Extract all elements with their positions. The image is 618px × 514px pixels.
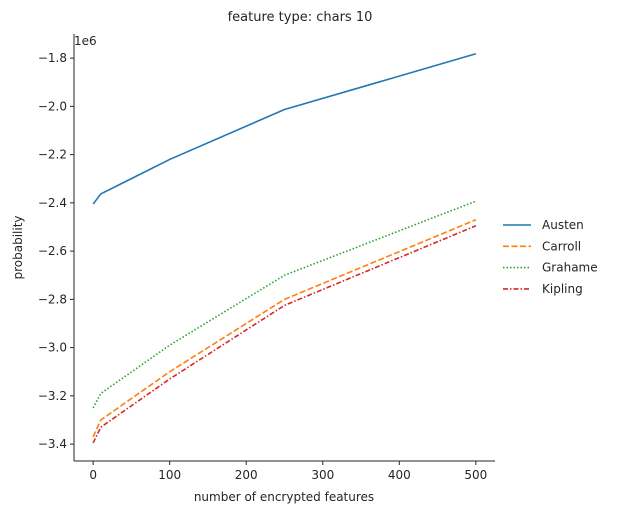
legend-label-austen: Austen bbox=[542, 218, 584, 232]
series-line-grahame bbox=[92, 200, 477, 409]
y-tick-label: −3.2 bbox=[38, 389, 67, 403]
y-tick-label: −2.2 bbox=[38, 148, 67, 162]
y-axis-offset-label: 1e6 bbox=[74, 34, 97, 48]
y-tick-label: −2.4 bbox=[38, 196, 67, 210]
y-tick-label: −2.0 bbox=[38, 99, 67, 113]
series-line-carroll bbox=[92, 219, 477, 438]
y-tick-label: −1.8 bbox=[38, 51, 67, 65]
y-tick-label: −2.6 bbox=[38, 244, 67, 258]
legend-label-carroll: Carroll bbox=[542, 239, 581, 253]
legend-label-kipling: Kipling bbox=[542, 282, 583, 296]
ticks: −3.4 −3.2 −3.0 −2.8 −2.6 −2.4 −2.2 −2.0 −1.8 0 100… bbox=[38, 51, 487, 482]
legend: Austen Carroll Grahame Kipling bbox=[503, 218, 598, 296]
y-tick-label: −2.8 bbox=[38, 292, 67, 306]
series-line-kipling bbox=[92, 225, 477, 444]
x-axis-label: number of encrypted features bbox=[194, 490, 374, 504]
y-tick-label: −3.4 bbox=[38, 437, 67, 451]
x-tick-label: 400 bbox=[388, 468, 411, 482]
axes bbox=[73, 34, 495, 462]
x-tick-label: 200 bbox=[235, 468, 258, 482]
series-lines bbox=[92, 53, 477, 444]
x-tick-label: 300 bbox=[311, 468, 334, 482]
x-tick-label: 100 bbox=[158, 468, 181, 482]
y-tick-label: −3.0 bbox=[38, 341, 67, 355]
x-tick-label: 500 bbox=[464, 468, 487, 482]
chart-title: feature type: chars 10 bbox=[228, 10, 373, 25]
x-tick-label: 0 bbox=[89, 468, 97, 482]
series-line-austen bbox=[92, 53, 477, 205]
legend-label-grahame: Grahame bbox=[542, 261, 598, 275]
y-axis-label: probability bbox=[11, 215, 25, 279]
